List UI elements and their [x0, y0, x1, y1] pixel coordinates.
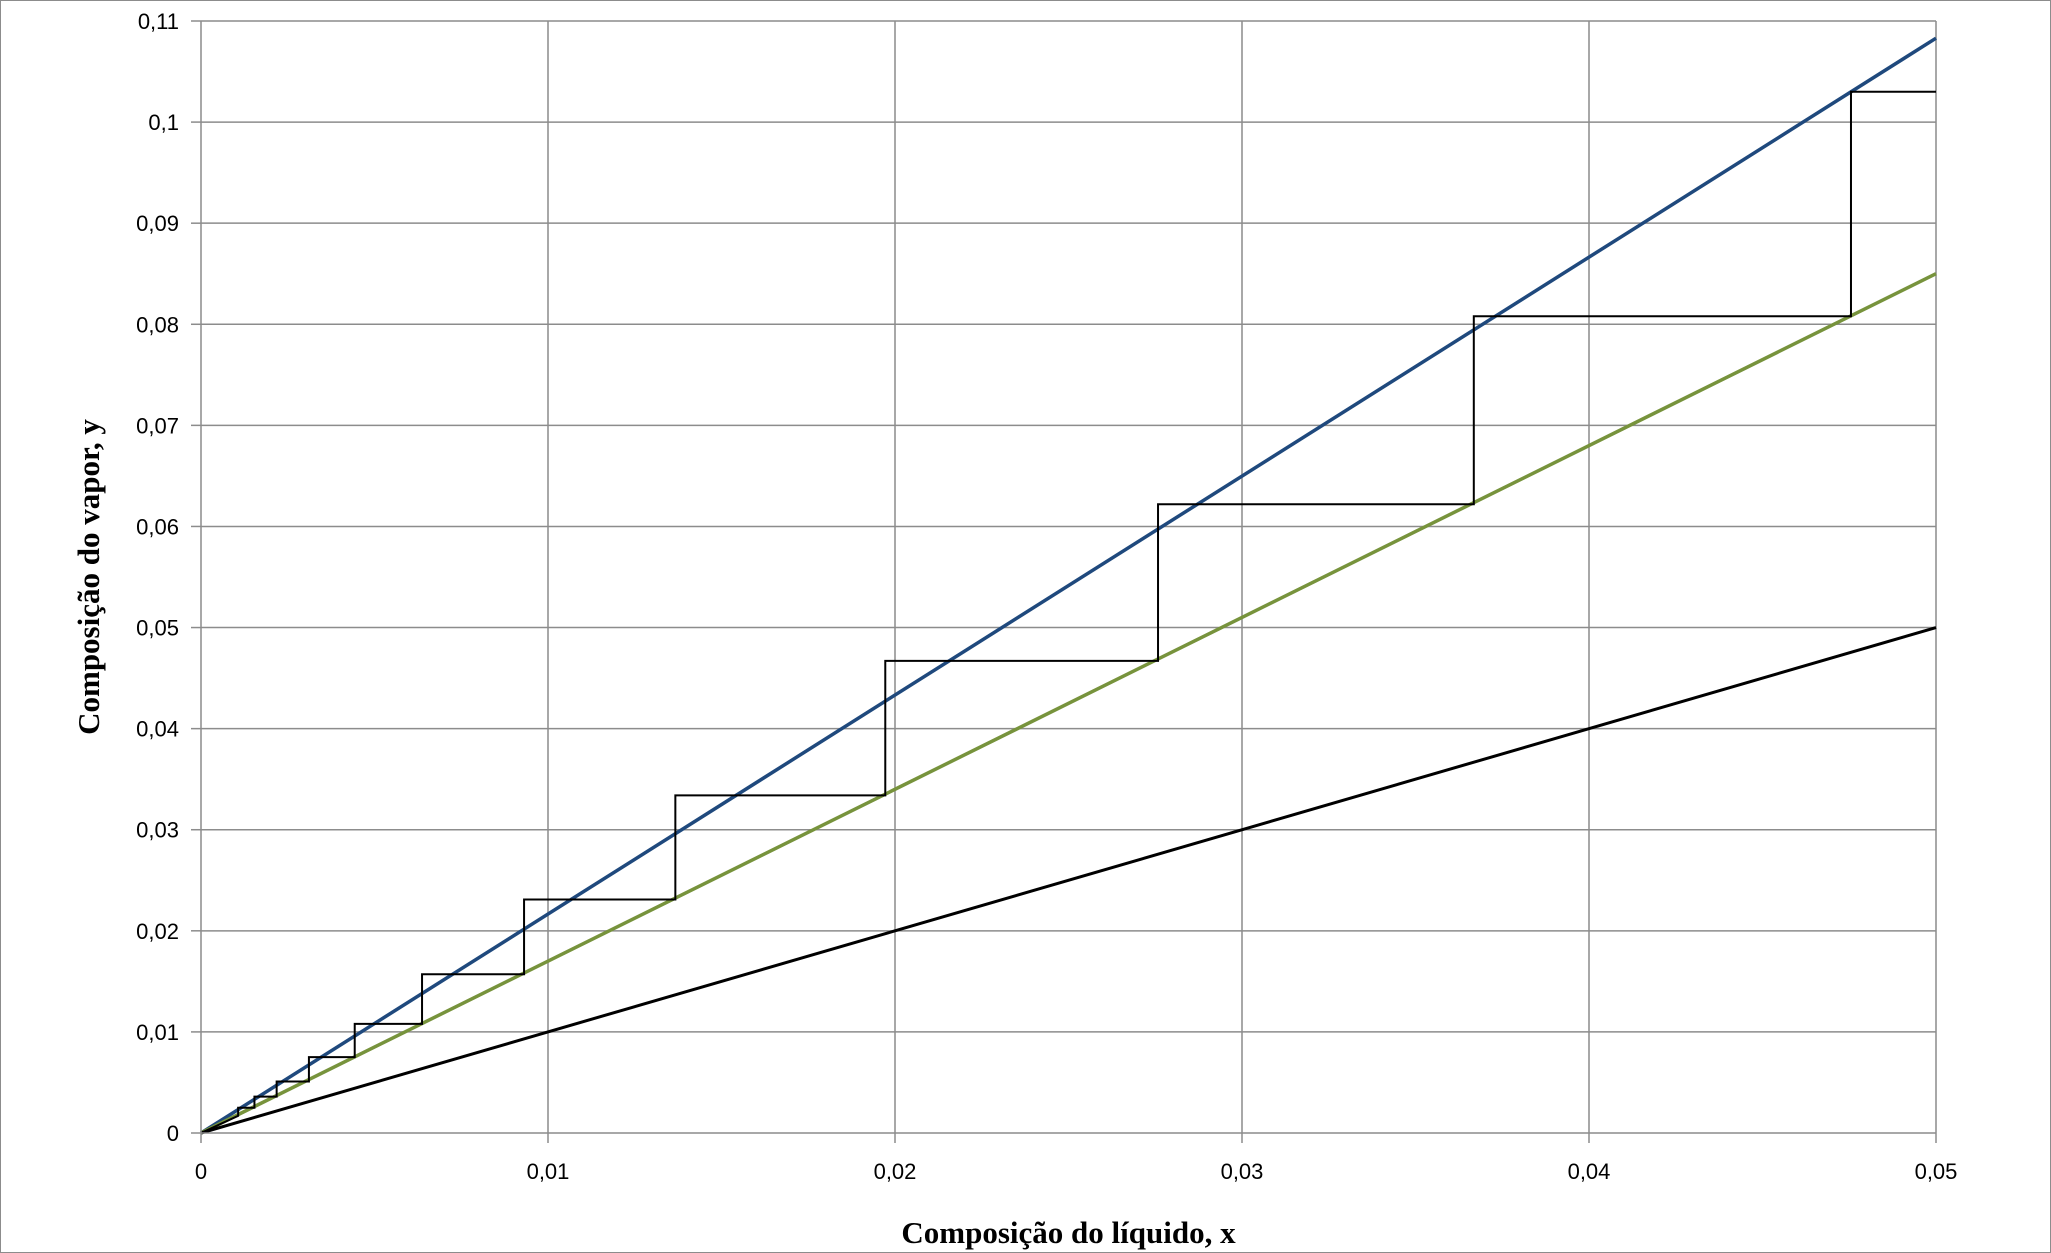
y-tick-label: 0,01 [136, 1020, 179, 1045]
grid-layer [201, 20, 1937, 1133]
x-tick-label: 0,02 [874, 1159, 917, 1184]
y-axis-title: Composição do vapor, y [71, 419, 106, 735]
diagonal-line [200, 626, 1937, 1135]
operating-line [200, 272, 1937, 1135]
y-tick-label: 0,03 [136, 818, 179, 843]
y-tick-label: 0,04 [136, 717, 179, 742]
x-tick-label: 0,01 [527, 1159, 570, 1184]
y-tick-label: 0,06 [136, 514, 179, 539]
series-layer [200, 36, 1937, 1135]
y-tick-label: 0,09 [136, 211, 179, 236]
equilibrium-curve [200, 36, 1937, 1135]
stage-steps [200, 90, 1936, 1134]
y-tick-label: 0,08 [136, 312, 179, 337]
x-axis-title: Composição do líquido, x [901, 1215, 1236, 1250]
x-tick-label: 0,04 [1568, 1159, 1611, 1184]
y-tick-label: 0 [167, 1121, 179, 1146]
y-tick-label: 0,05 [136, 616, 179, 641]
x-tick-label: 0,03 [1221, 1159, 1264, 1184]
y-tick-label: 0,07 [136, 413, 179, 438]
y-tick-label: 0,1 [148, 110, 179, 135]
y-tick-label: 0,11 [138, 9, 179, 34]
axis-layer: 0 0,01 0,02 0,03 0,04 0,05 0 0,01 0,02 0,03 0,04 0,… [136, 9, 1957, 1184]
x-tick-label: 0 [195, 1159, 207, 1184]
x-tick-label: 0,05 [1915, 1159, 1958, 1184]
y-tick-label: 0,02 [136, 919, 179, 944]
